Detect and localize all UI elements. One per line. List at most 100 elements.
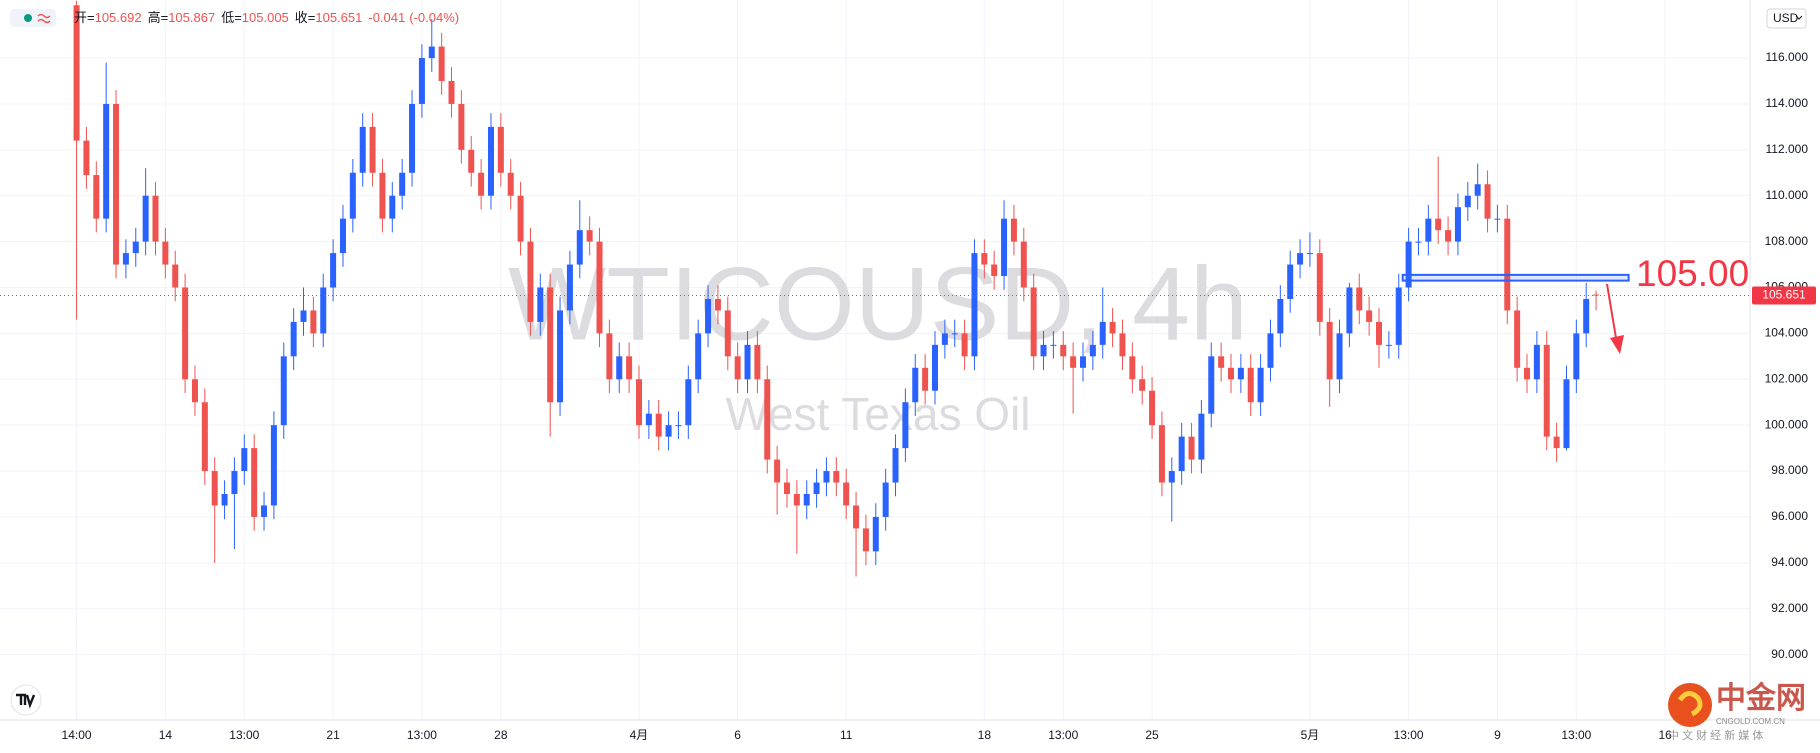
- currency: USD: [1773, 11, 1799, 25]
- candle-body: [517, 195, 524, 242]
- candle-body: [586, 230, 593, 242]
- x-tick-label: 4月: [630, 728, 649, 742]
- candle-body: [468, 149, 475, 173]
- candle-body: [793, 493, 800, 506]
- y-tick-label: 112.000: [1766, 142, 1809, 156]
- candle-body: [359, 126, 366, 173]
- candle-body: [418, 58, 425, 104]
- x-tick-label: 5月: [1301, 728, 1320, 742]
- candle-body: [497, 126, 504, 173]
- x-tick-label: 13:00: [229, 728, 259, 742]
- candle-body: [1227, 367, 1234, 380]
- candle-body: [1366, 310, 1373, 322]
- candle-body: [1297, 253, 1304, 265]
- candle-body: [803, 493, 810, 506]
- y-tick-label: 114.000: [1766, 96, 1809, 110]
- x-tick-label: 13:00: [1394, 728, 1424, 742]
- candle-body: [211, 471, 218, 506]
- candle-body: [132, 241, 139, 254]
- y-tick-label: 108.000: [1765, 234, 1809, 248]
- candle-body: [1504, 218, 1511, 311]
- candle-body: [1267, 333, 1274, 368]
- y-tick-label: 92.000: [1771, 601, 1808, 615]
- last-price-tag: [1752, 286, 1816, 305]
- candle-body: [655, 413, 662, 437]
- y-tick-label: 116.000: [1766, 50, 1809, 64]
- x-tick-label: 18: [978, 728, 992, 742]
- candle-body: [201, 402, 208, 472]
- candle-body: [310, 310, 317, 334]
- y-tick-label: 90.000: [1771, 647, 1808, 661]
- candle-body: [912, 367, 919, 403]
- candles: [0, 0, 1750, 577]
- candle-body: [1346, 287, 1353, 334]
- candle-body: [1089, 344, 1096, 357]
- axes: 90.000 92.000 94.000 96.000 98.000 100.000 102…: [62, 50, 1816, 742]
- y-tick-label: 100.000: [1765, 417, 1809, 431]
- ohlc-label: 开=: [74, 10, 95, 25]
- candle-body: [1464, 195, 1471, 208]
- change: -0.041: [368, 10, 405, 25]
- x-tick-label: 16: [1658, 728, 1672, 742]
- candle-body: [320, 287, 327, 334]
- candle-body: [261, 505, 268, 517]
- candle-body: [290, 321, 297, 357]
- candle-body: [813, 482, 820, 494]
- y-tick-label: 96.000: [1771, 509, 1808, 523]
- candle-body: [122, 253, 129, 265]
- candle-body: [1168, 471, 1175, 483]
- y-tick-label: 94.000: [1771, 555, 1808, 569]
- arrow-head: [1610, 335, 1624, 354]
- x-tick-label: 25: [1145, 728, 1159, 742]
- ohlc-label: 高=: [148, 10, 169, 25]
- candle-body: [487, 126, 494, 196]
- indicator-badge[interactable]: [10, 9, 56, 27]
- candle-body: [1079, 356, 1086, 368]
- candle-body: [754, 344, 761, 380]
- candle-body: [685, 379, 692, 426]
- candle-body: [1533, 344, 1540, 380]
- candle-body: [606, 333, 613, 380]
- ohlc-value: 105.692: [95, 10, 142, 25]
- candle-body: [1040, 344, 1047, 357]
- candle-body: [991, 264, 998, 277]
- x-tick-label: 13:00: [407, 728, 437, 742]
- candle-body: [774, 459, 781, 483]
- candle-body: [172, 264, 179, 288]
- dropdown-caret: [1795, 15, 1803, 20]
- candle-body: [1060, 344, 1067, 357]
- y-tick-label: 98.000: [1771, 463, 1808, 477]
- x-tick-label: 14: [159, 728, 173, 742]
- candle-body: [409, 103, 416, 173]
- level-zone: [1401, 273, 1630, 282]
- candle-body: [1109, 321, 1116, 334]
- candle-body: [1543, 344, 1550, 437]
- candle-body: [1385, 344, 1392, 346]
- candle-body: [339, 218, 346, 254]
- candle-body: [675, 425, 682, 427]
- change-pct: (-0.04%): [409, 10, 459, 25]
- brand-name: 中金网: [1716, 681, 1806, 715]
- candle-body: [823, 471, 830, 483]
- candle-body: [1010, 218, 1017, 242]
- currency-button[interactable]: [1766, 8, 1807, 29]
- candle-body: [1316, 253, 1323, 322]
- candle-body: [734, 356, 741, 380]
- candle-body: [931, 344, 938, 391]
- candle-body: [221, 493, 228, 506]
- candle-body: [892, 448, 899, 483]
- wave-icon: [37, 13, 51, 24]
- candle-body: [1030, 287, 1037, 357]
- candle-body: [1583, 298, 1590, 334]
- x-tick-label: 13:00: [1561, 728, 1591, 742]
- candle-body: [300, 310, 307, 322]
- candle-body: [152, 195, 159, 242]
- candle-body: [478, 172, 485, 196]
- candle-body: [714, 298, 721, 311]
- brand-logo: [1668, 683, 1712, 727]
- candle-body: [399, 172, 406, 196]
- candle-body: [1139, 379, 1146, 391]
- ohlc-value: 105.651: [315, 10, 362, 25]
- candle-body: [1218, 356, 1225, 368]
- x-tick-label: 13:00: [1048, 728, 1078, 742]
